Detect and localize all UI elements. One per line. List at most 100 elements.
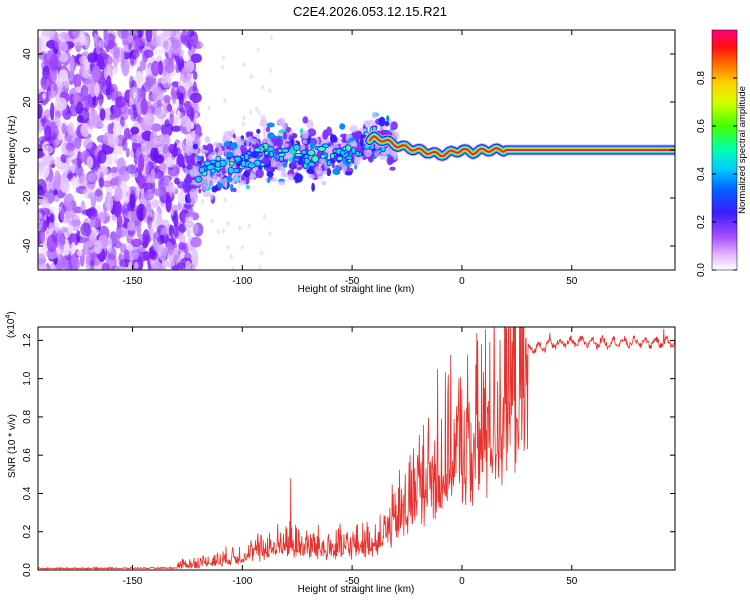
noise-blob xyxy=(174,177,180,185)
ridge-blob xyxy=(242,146,248,156)
noise-blob xyxy=(93,33,98,49)
noise-blob xyxy=(193,112,198,126)
ridge-blob xyxy=(308,174,316,179)
spectrogram-panel: -150 -100 -50 0 50 -40 -20 0 20 40 Height of stra… xyxy=(7,29,676,295)
ridge-blob xyxy=(246,184,250,190)
noise-blob xyxy=(188,216,192,222)
noise-blob xyxy=(111,67,118,75)
noise-blob xyxy=(223,98,227,104)
noise-blob xyxy=(113,200,122,218)
noise-blob xyxy=(49,206,57,213)
noise-blob xyxy=(99,108,106,121)
ridge-blob xyxy=(378,116,386,127)
noise-blob xyxy=(136,203,147,222)
noise-blob xyxy=(127,261,133,270)
ridge-blob xyxy=(216,180,224,189)
noise-blob xyxy=(62,216,71,224)
noise-blob xyxy=(112,148,118,161)
ridge-blob xyxy=(211,175,219,183)
noise-blob xyxy=(143,205,148,223)
noise-blob xyxy=(44,125,52,142)
noise-blob xyxy=(260,113,264,119)
noise-blob xyxy=(119,258,131,268)
noise-blob xyxy=(164,156,176,168)
ridge-core-blob xyxy=(194,175,202,183)
ridge-core-blob xyxy=(247,162,256,169)
noise-blob xyxy=(85,256,91,270)
noise-blob xyxy=(103,30,109,47)
noise-blob xyxy=(53,189,58,196)
noise-blob xyxy=(89,216,102,228)
noise-blob xyxy=(268,231,272,237)
noise-blob xyxy=(150,123,162,132)
ridge-blob xyxy=(386,115,390,122)
noise-blob xyxy=(146,215,152,226)
ridge-blob xyxy=(275,138,283,148)
ridge-core-blob xyxy=(344,144,352,152)
noise-blob xyxy=(94,187,104,203)
ridge-blob xyxy=(278,117,286,127)
ridge-blob xyxy=(344,171,353,176)
noise-blob xyxy=(89,83,96,98)
ridge-blob xyxy=(184,146,193,156)
noise-blob xyxy=(69,93,75,105)
ridge-blob xyxy=(211,185,218,193)
noise-blob xyxy=(60,154,66,163)
ridge-blob xyxy=(209,193,214,200)
noise-blob xyxy=(60,177,70,193)
ridge-blob xyxy=(282,131,288,140)
noise-blob xyxy=(115,96,127,108)
snr-ytick-label: 0.2 xyxy=(22,524,33,538)
snr-content xyxy=(38,327,675,570)
noise-blob xyxy=(56,103,62,112)
ridge-blob xyxy=(224,182,228,189)
noise-blob xyxy=(73,36,85,47)
noise-blob xyxy=(165,194,172,213)
noise-blob xyxy=(38,212,43,219)
noise-blob xyxy=(132,35,143,54)
noise-blob xyxy=(113,104,122,119)
ridge-blob xyxy=(301,130,308,140)
noise-blob xyxy=(190,53,202,63)
noise-blob xyxy=(49,54,59,72)
noise-blob xyxy=(86,156,94,169)
noise-blob xyxy=(180,66,192,83)
ridge-blob xyxy=(282,162,288,168)
noise-blob xyxy=(135,37,148,47)
noise-blob xyxy=(187,237,191,243)
noise-blob xyxy=(154,230,161,240)
ridge-blob xyxy=(337,137,341,144)
noise-blob xyxy=(150,168,156,183)
ridge-blob xyxy=(352,130,358,141)
noise-blob xyxy=(107,123,115,134)
noise-blob xyxy=(101,262,110,270)
ridge-blob xyxy=(265,126,271,133)
ridge-core-blob xyxy=(257,152,263,157)
noise-blob xyxy=(80,122,90,138)
noise-blob xyxy=(190,92,202,103)
noise-blob xyxy=(38,161,43,169)
ridge-blob xyxy=(386,146,390,154)
ridge-track xyxy=(364,130,675,162)
noise-blob xyxy=(249,109,252,115)
spec-ytick-label: 0 xyxy=(22,147,33,153)
noise-blob xyxy=(109,83,118,101)
ridge-blob xyxy=(245,137,250,148)
noise-blob xyxy=(178,223,187,233)
noise-blob xyxy=(113,145,125,155)
noise-blob xyxy=(156,99,162,108)
noise-blob xyxy=(68,104,79,117)
ridge-blob xyxy=(263,127,267,138)
noise-blob xyxy=(178,242,185,251)
snr-axes: -150 -100 -50 0 50 0.0 0.2 0.4 0.6 0.8 1.0 1.2 xyxy=(22,327,675,587)
ridge-blob xyxy=(222,135,227,143)
ridge-blob xyxy=(255,169,264,179)
noise-blob xyxy=(41,200,51,210)
noise-blob xyxy=(256,47,260,53)
snr-ytick-label: 0.0 xyxy=(22,563,33,577)
ridge-core-blob xyxy=(320,153,327,159)
spec-xtick-label: -100 xyxy=(232,276,252,287)
noise-blob xyxy=(47,69,57,84)
noise-blob xyxy=(191,249,199,266)
noise-blob xyxy=(84,241,94,248)
